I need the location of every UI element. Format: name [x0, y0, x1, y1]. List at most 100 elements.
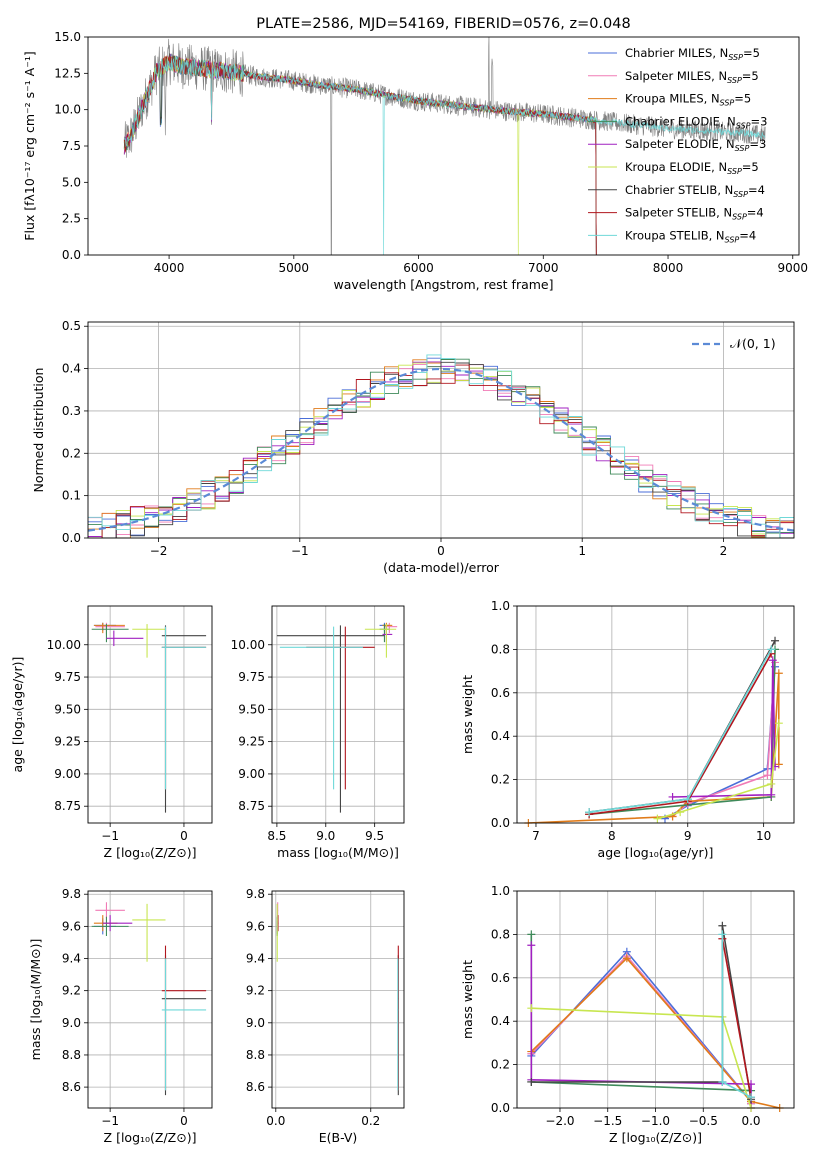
y-tick-label: 0.4: [62, 362, 81, 376]
x-tick-label: 8.5: [267, 829, 286, 843]
mass_vs_ebv-panel: 0.0 0.2 8.6 8.8 9.0 9.2 9.4 9.6 9.8 E(B-V): [246, 887, 405, 1145]
y-tick-label: 0.3: [62, 404, 81, 418]
x-tick-label: −0.5: [689, 1114, 718, 1128]
x-tick-label: 1: [578, 544, 586, 558]
legend-entry: Kroupa ELODIE, NSSP=5: [625, 160, 759, 176]
series-line-chabrier_elodie: [589, 649, 776, 816]
y-axis-label: mass weight: [460, 675, 475, 754]
y-axis-label: Flux [fλ10⁻¹⁷ erg cm⁻² s⁻¹ A⁻¹]: [22, 51, 37, 240]
legend-label: Chabrier MILES, N: [625, 46, 728, 60]
y-tick-label: 8.8: [246, 1048, 265, 1062]
x-axis-label: mass [log₁₀(M/M⊙)]: [277, 845, 399, 860]
series-line-kroupa_miles: [528, 673, 780, 823]
x-tick-label: 0.2: [361, 1114, 380, 1128]
legend-entry: 𝒩(0, 1): [730, 336, 776, 351]
age_vs_Z-errorbars: [91, 622, 207, 813]
mass_vs_Z-panel: −1 0 8.6 8.8 9.0 9.2 9.4 9.6 9.8 Z [log₁₀(Z/Z⊙)] m…: [28, 887, 213, 1145]
y-tick-label: 8.8: [62, 1048, 81, 1062]
y-tick-label: 2.5: [62, 212, 81, 226]
legend-entry: Kroupa MILES, NSSP=5: [625, 92, 751, 108]
y-tick-label: 8.75: [238, 799, 265, 813]
histogram-salpeter_stelib: [88, 364, 794, 538]
axes-frame: [87, 605, 213, 824]
y-tick-label: 8.75: [54, 799, 81, 813]
series-marker-kroupa_stelib: [747, 1093, 756, 1102]
y-tick-label: 0.0: [491, 1101, 510, 1115]
series-marker-salpeter_elodie: [527, 941, 536, 950]
series-line-kroupa_miles: [530, 957, 780, 1108]
model-spectrum-kroupa_elodie: [123, 53, 597, 255]
y-tick-label: 9.4: [246, 952, 265, 966]
y-tick-label: 9.2: [246, 984, 265, 998]
series-marker-salpeter_elodie: [767, 790, 776, 799]
y-tick-label: 1.0: [491, 599, 510, 613]
y-tick-label: 9.25: [238, 735, 265, 749]
y-tick-label: 8.6: [246, 1080, 265, 1094]
y-tick-label: 0.0: [62, 248, 81, 262]
y-tick-label: 9.6: [62, 919, 81, 933]
series-marker-kroupa_elodie: [767, 779, 776, 788]
age_vs_Z-panel: −1 0 8.75 9.00 9.25 9.50 9.75 10.00 Z [log₁₀(Z/Z…: [10, 605, 213, 860]
series-marker-kroupa_elodie: [653, 814, 662, 823]
y-axis-label: mass [log₁₀(M/M⊙)]: [28, 939, 43, 1061]
axes-frame: [516, 605, 795, 824]
age_vs_mass-errorbars: [276, 622, 398, 813]
x-tick-label: 8: [608, 829, 616, 843]
x-tick-label: 10: [756, 829, 771, 843]
x-tick-label: 0.0: [266, 1114, 285, 1128]
legend-label: Kroupa STELIB, N: [625, 228, 725, 242]
y-tick-label: 0.8: [491, 927, 510, 941]
y-tick-label: 9.8: [246, 887, 265, 901]
legend-entry: Salpeter ELODIE, NSSP=3: [625, 137, 766, 153]
x-tick-label: 0.0: [741, 1114, 760, 1128]
y-tick-label: 9.25: [54, 735, 81, 749]
y-tick-label: 0.4: [491, 1014, 510, 1028]
series-marker-chabrier_stelib: [771, 636, 780, 645]
legend-subscript: SSP: [727, 167, 742, 176]
legend-value: =3: [749, 137, 766, 151]
x-tick-label: 9.5: [365, 829, 384, 843]
histogram-kroupa_stelib: [88, 354, 794, 538]
series-marker-kroupa_stelib: [718, 1077, 727, 1086]
x-tick-label: 7000: [528, 261, 559, 275]
model-spectrum-chabrier_stelib: [123, 53, 597, 255]
y-axis-label: mass weight: [460, 960, 475, 1039]
x-tick-label: 0: [437, 544, 445, 558]
model-spectrum-kroupa_miles: [123, 55, 597, 255]
series-line-salpeter_stelib: [588, 653, 772, 816]
x-tick-label: −2: [150, 544, 168, 558]
x-axis-label: E(B-V): [319, 1130, 358, 1145]
chart-title: PLATE=2586, MJD=54169, FIBERID=0576, z=0…: [256, 16, 630, 32]
legend-value: =5: [742, 69, 759, 83]
series-marker-chabrier_elodie: [527, 930, 536, 939]
y-tick-label: 9.00: [238, 767, 265, 781]
y-tick-label: 12.5: [54, 66, 81, 80]
x-tick-label: 2: [720, 544, 728, 558]
x-axis-label: age [log₁₀(age/yr)]: [598, 845, 714, 860]
legend-value: =4: [739, 228, 756, 242]
y-tick-label: 0.4: [491, 729, 510, 743]
legend-subscript: SSP: [736, 121, 751, 130]
x-tick-label: 5000: [279, 261, 310, 275]
x-tick-label: −1: [101, 829, 119, 843]
legend-entry: Chabrier STELIB, NSSP=4: [625, 183, 765, 199]
x-tick-label: 4000: [154, 261, 185, 275]
x-axis-label: Z [log₁₀(Z/Z⊙)]: [609, 1130, 702, 1145]
y-tick-label: 9.75: [54, 670, 81, 684]
y-tick-label: 9.0: [246, 1016, 265, 1030]
legend-entry: Chabrier MILES, NSSP=5: [625, 46, 760, 62]
legend-subscript: SSP: [732, 213, 747, 222]
axes-frame: [87, 36, 800, 256]
x-axis-label: Z [log₁₀(Z/Z⊙)]: [104, 845, 197, 860]
y-tick-label: 10.00: [47, 638, 81, 652]
series-marker-kroupa_elodie: [527, 1004, 536, 1013]
x-axis-label: wavelength [Angstrom, rest frame]: [333, 277, 553, 292]
series-marker-kroupa_miles: [774, 760, 783, 769]
y-tick-label: 0.0: [491, 816, 510, 830]
legend-entry: Salpeter MILES, NSSP=5: [625, 69, 759, 85]
series-marker-kroupa_stelib: [683, 795, 692, 804]
x-tick-label: −1.5: [593, 1114, 622, 1128]
axes-frame: [87, 321, 795, 539]
